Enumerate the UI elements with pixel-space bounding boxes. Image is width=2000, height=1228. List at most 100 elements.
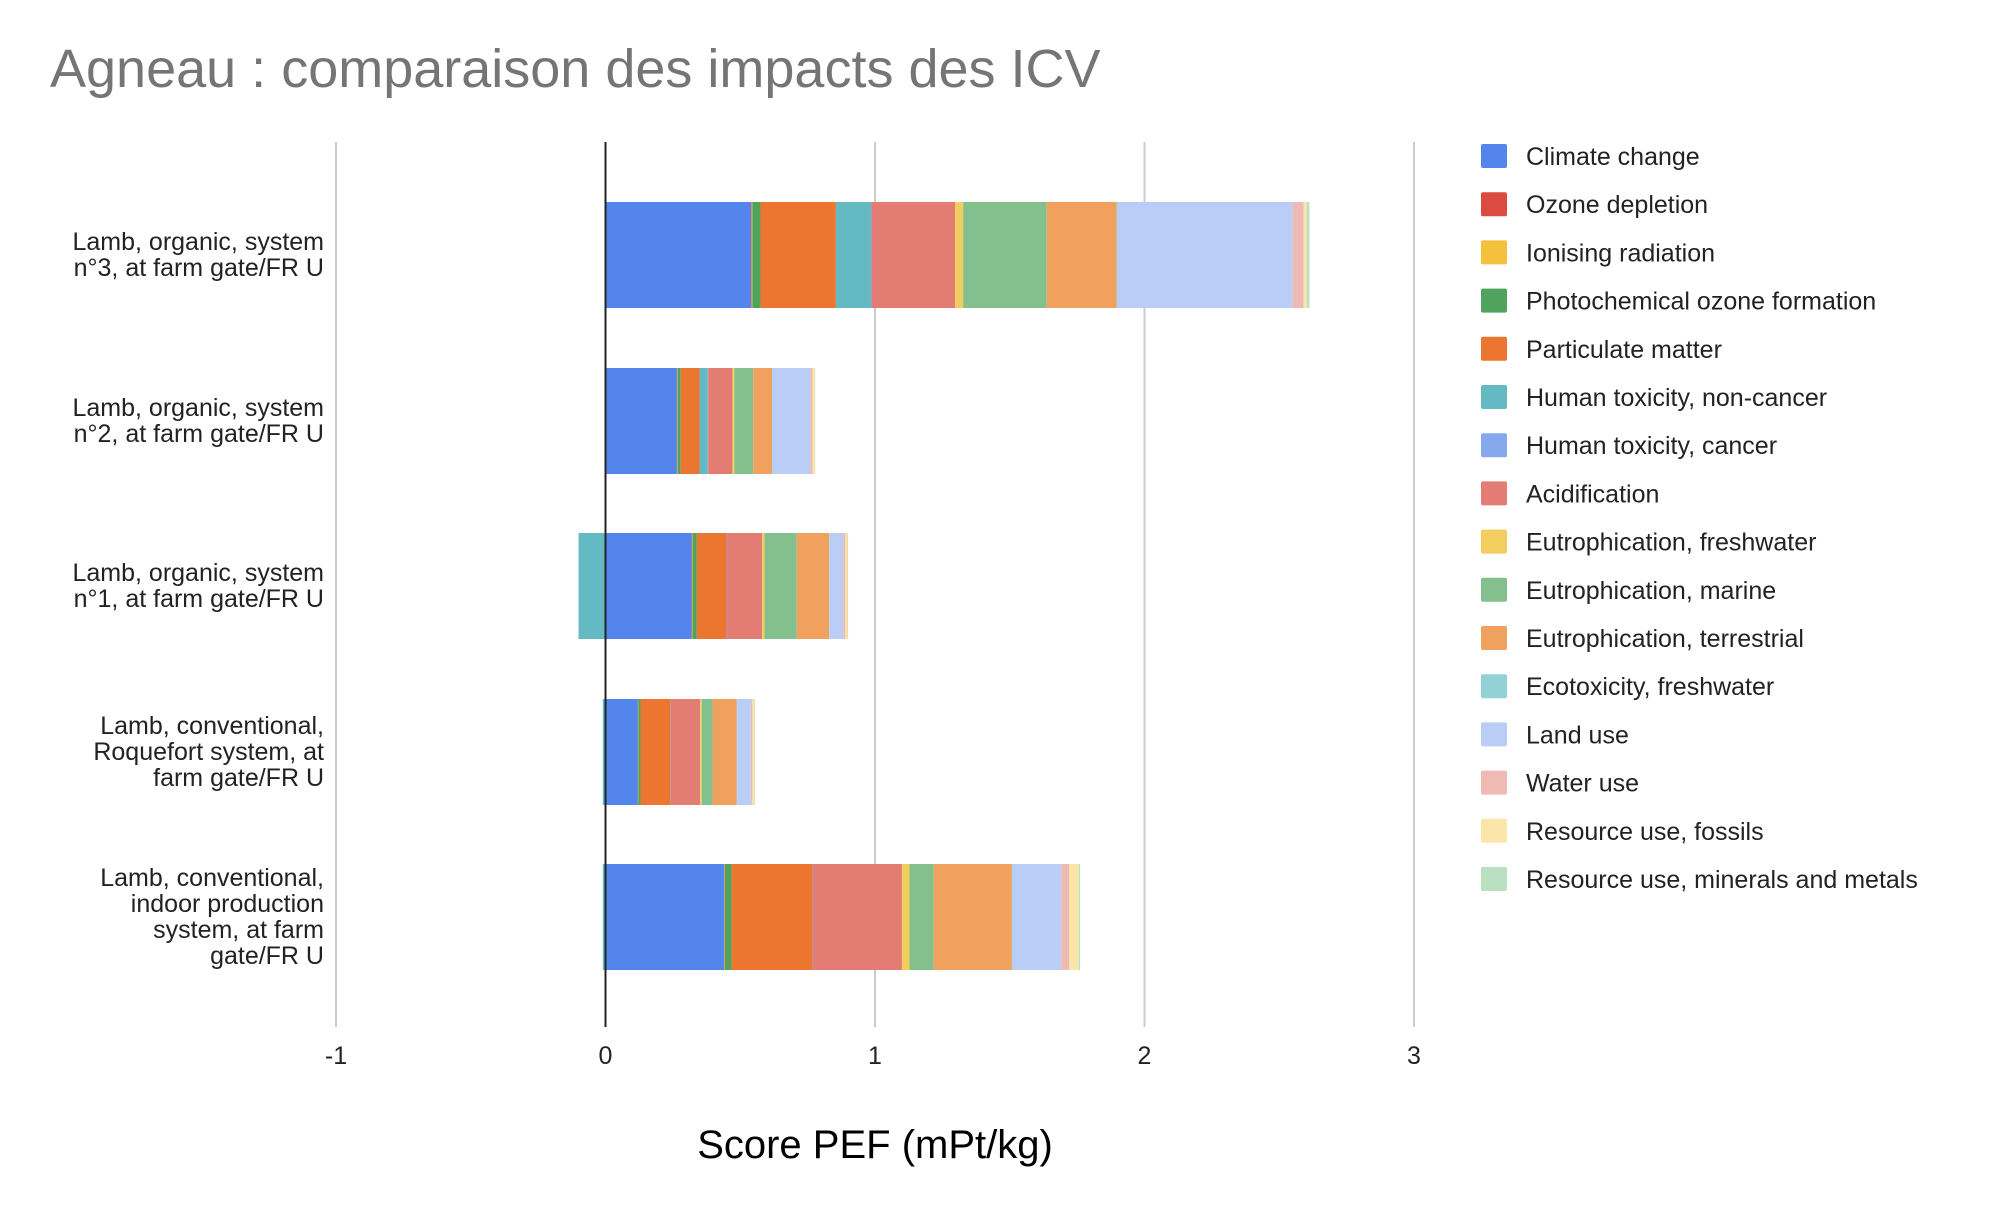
bar-segment [602, 864, 606, 970]
bar-segment [764, 533, 797, 639]
bar-segment [835, 202, 871, 308]
bar-segment [670, 699, 701, 805]
legend-label: Resource use, minerals and metals [1526, 866, 1918, 894]
bar-segment [752, 202, 761, 308]
bar-segment [732, 368, 735, 474]
bar-segment [812, 368, 815, 474]
legend-swatch [1481, 674, 1507, 699]
x-axis-title: Score PEF (mPt/kg) [697, 1123, 1053, 1167]
bar-segment [845, 533, 848, 639]
x-tick-label: 2 [1138, 1042, 1152, 1070]
legend-label: Water use [1526, 770, 1639, 798]
legend-label: Human toxicity, cancer [1526, 432, 1777, 460]
bar-segment [700, 699, 702, 805]
bar-segment [680, 368, 700, 474]
bar-segment [637, 699, 639, 805]
category-label: Lamb, conventional, Roquefort system, at f… [93, 712, 324, 792]
legend-label: Particulate matter [1526, 336, 1722, 364]
legend-swatch [1481, 818, 1507, 843]
bar-segment [753, 368, 773, 474]
legend-label: Photochemical ozone formation [1526, 288, 1876, 316]
bar-segment [724, 864, 732, 970]
bar-segment [772, 368, 811, 474]
bar-segment [812, 864, 814, 970]
bar-segment [726, 533, 728, 639]
legend-swatch [1481, 385, 1507, 409]
bar-segment [750, 699, 753, 805]
legend-label: Ionising radiation [1526, 239, 1715, 267]
bar-segment [754, 699, 756, 805]
bar-segment [843, 533, 846, 639]
bar-segment [751, 202, 752, 308]
bar-segment [870, 202, 872, 308]
legend: Climate change Ozone depletion Ionising ra… [1481, 143, 1918, 894]
bar-segment [963, 202, 1047, 308]
bar-segment [847, 533, 849, 639]
bar-segment [677, 368, 678, 474]
bar-segment [731, 864, 813, 970]
bar-segment [692, 533, 697, 639]
bar-segment [1061, 864, 1070, 970]
bar-segment [727, 533, 763, 639]
bar-segment [1011, 864, 1013, 970]
bar-segment [670, 699, 671, 805]
x-tick-label: 0 [599, 1042, 613, 1070]
category-labels: Lamb, organic, system n°3, at farm gate/F… [73, 228, 325, 970]
x-tick-labels: -1 0 1 2 3 [325, 1042, 1421, 1070]
bar-segment [909, 864, 934, 970]
legend-label: Ecotoxicity, freshwater [1526, 673, 1774, 701]
bar-segment [1012, 864, 1062, 970]
legend-label: Climate change [1526, 143, 1700, 171]
bar-segment [1292, 202, 1304, 308]
legend-swatch [1481, 867, 1507, 891]
legend-swatch [1481, 481, 1507, 506]
bars [578, 202, 1310, 970]
bar-segment [638, 699, 639, 805]
legend-swatch [1481, 240, 1507, 265]
chart-title: Agneau : comparaison des impacts des ICV [50, 39, 1101, 99]
bar-segment [955, 202, 964, 308]
legend-swatch [1481, 336, 1507, 361]
bar-segment [605, 202, 752, 308]
bar-segment [810, 368, 813, 474]
x-tick-label: 1 [868, 1042, 882, 1070]
bar-segment [676, 368, 678, 474]
bar-segment [605, 864, 725, 970]
bar-segment [737, 699, 751, 805]
legend-swatch [1481, 192, 1507, 217]
bar-segment [772, 368, 773, 474]
bar-segment [933, 864, 1012, 970]
legend-swatch [1481, 288, 1507, 313]
bar-segment [605, 699, 638, 805]
bar-segment [1117, 202, 1293, 308]
bar-segment [708, 368, 733, 474]
bar-segment [724, 864, 725, 970]
category-label: Lamb, organic, system n°2, at farm gate/F… [73, 394, 325, 448]
bar-segment [829, 533, 844, 639]
bar-segment [1069, 864, 1079, 970]
bar-segment [871, 202, 956, 308]
bar-segment [813, 864, 902, 970]
legend-swatch [1481, 433, 1507, 458]
bar-segment [751, 202, 753, 308]
legend-swatch [1481, 770, 1507, 795]
legend-swatch [1481, 626, 1507, 650]
bar-segment [796, 533, 830, 639]
legend-label: Land use [1526, 721, 1629, 749]
bar-segment [712, 699, 737, 805]
bar-segment [696, 533, 727, 639]
bar-segment [707, 368, 709, 474]
bar-segment [901, 864, 910, 970]
bar-segment [734, 368, 754, 474]
bar-segment [752, 699, 755, 805]
bar-segment [605, 368, 677, 474]
legend-swatch [1481, 722, 1507, 747]
bar-segment [602, 699, 606, 805]
legend-label: Eutrophication, freshwater [1526, 529, 1816, 557]
x-tick-label: -1 [325, 1042, 347, 1070]
bar-segment [692, 533, 693, 639]
category-label: Lamb, conventional, indoor production syst… [100, 864, 324, 970]
bar-segment [605, 533, 692, 639]
bar-segment [699, 368, 708, 474]
